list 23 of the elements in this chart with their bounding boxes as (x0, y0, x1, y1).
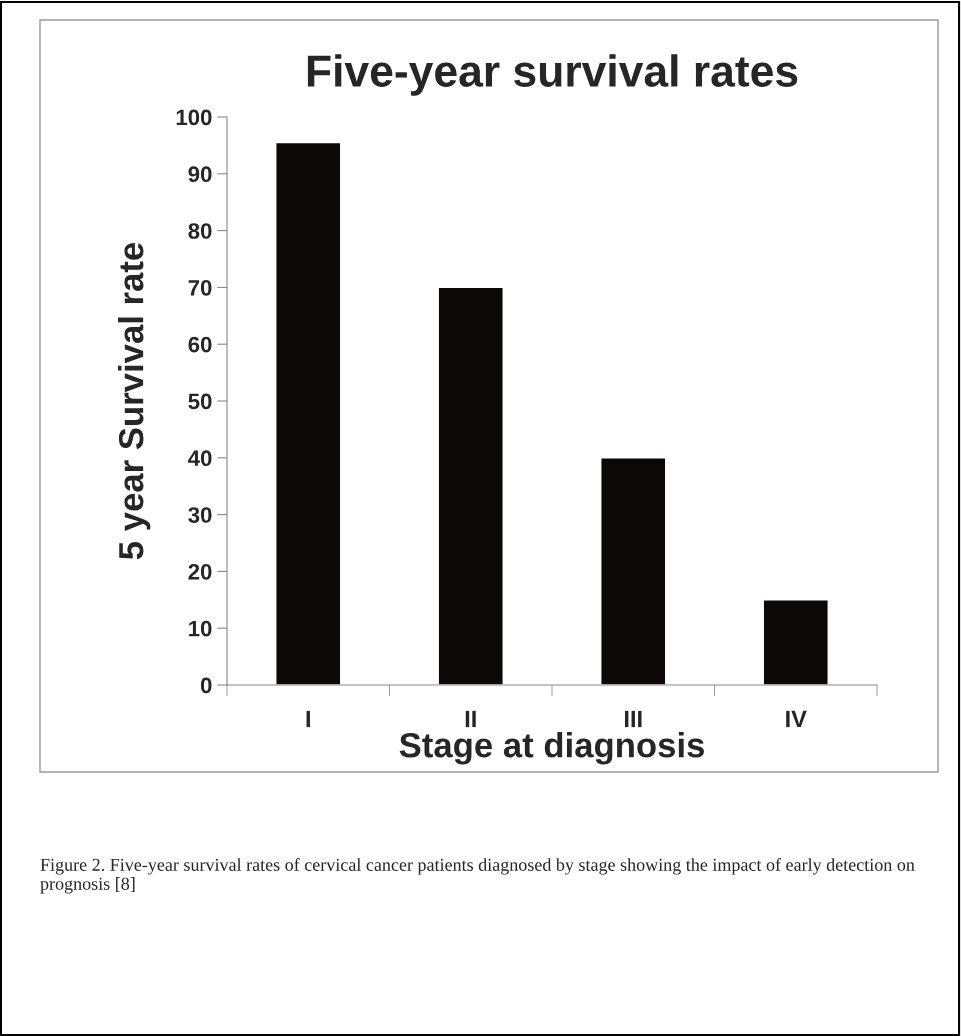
bar (600, 457, 667, 685)
y-tick-label: 100 (176, 109, 212, 126)
y-tick-label: 90 (188, 166, 212, 183)
y-tick-label: 40 (188, 450, 212, 467)
x-axis-title: Stage at diagnosis (399, 732, 704, 765)
x-tick-label: III (624, 710, 642, 728)
x-tick-label: I (306, 710, 310, 728)
chart-title: Five-year survival rates (307, 54, 798, 96)
caption: Figure 2. Five-year survival rates of cervical cancer patients diagnosed by stage showing the impact of early detection on prognosis [8] (40, 858, 915, 894)
y-tick-label: 30 (188, 507, 212, 523)
x-tick-label: IV (786, 710, 807, 728)
y-tick-label: 50 (188, 393, 212, 410)
y-tick-label: 0 (200, 677, 212, 694)
bar (275, 141, 342, 685)
y-tick-label: 10 (189, 620, 212, 637)
y-tick-label: 60 (188, 336, 212, 353)
y-tick-label: 80 (188, 223, 212, 239)
y-tick-label: 70 (188, 279, 212, 296)
y-axis-title: 5 year Survival rate (117, 242, 151, 560)
x-tick-label: II (465, 710, 476, 728)
y-tick-label: 20 (188, 563, 212, 580)
bar (762, 599, 829, 685)
bar (437, 286, 504, 685)
